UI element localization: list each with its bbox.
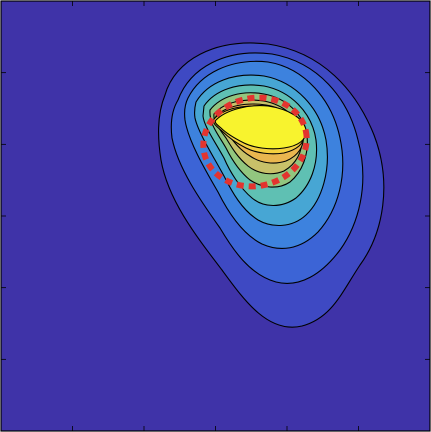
contour-level-10: [214, 105, 307, 150]
peak-marker-ellipse: [200, 94, 310, 190]
